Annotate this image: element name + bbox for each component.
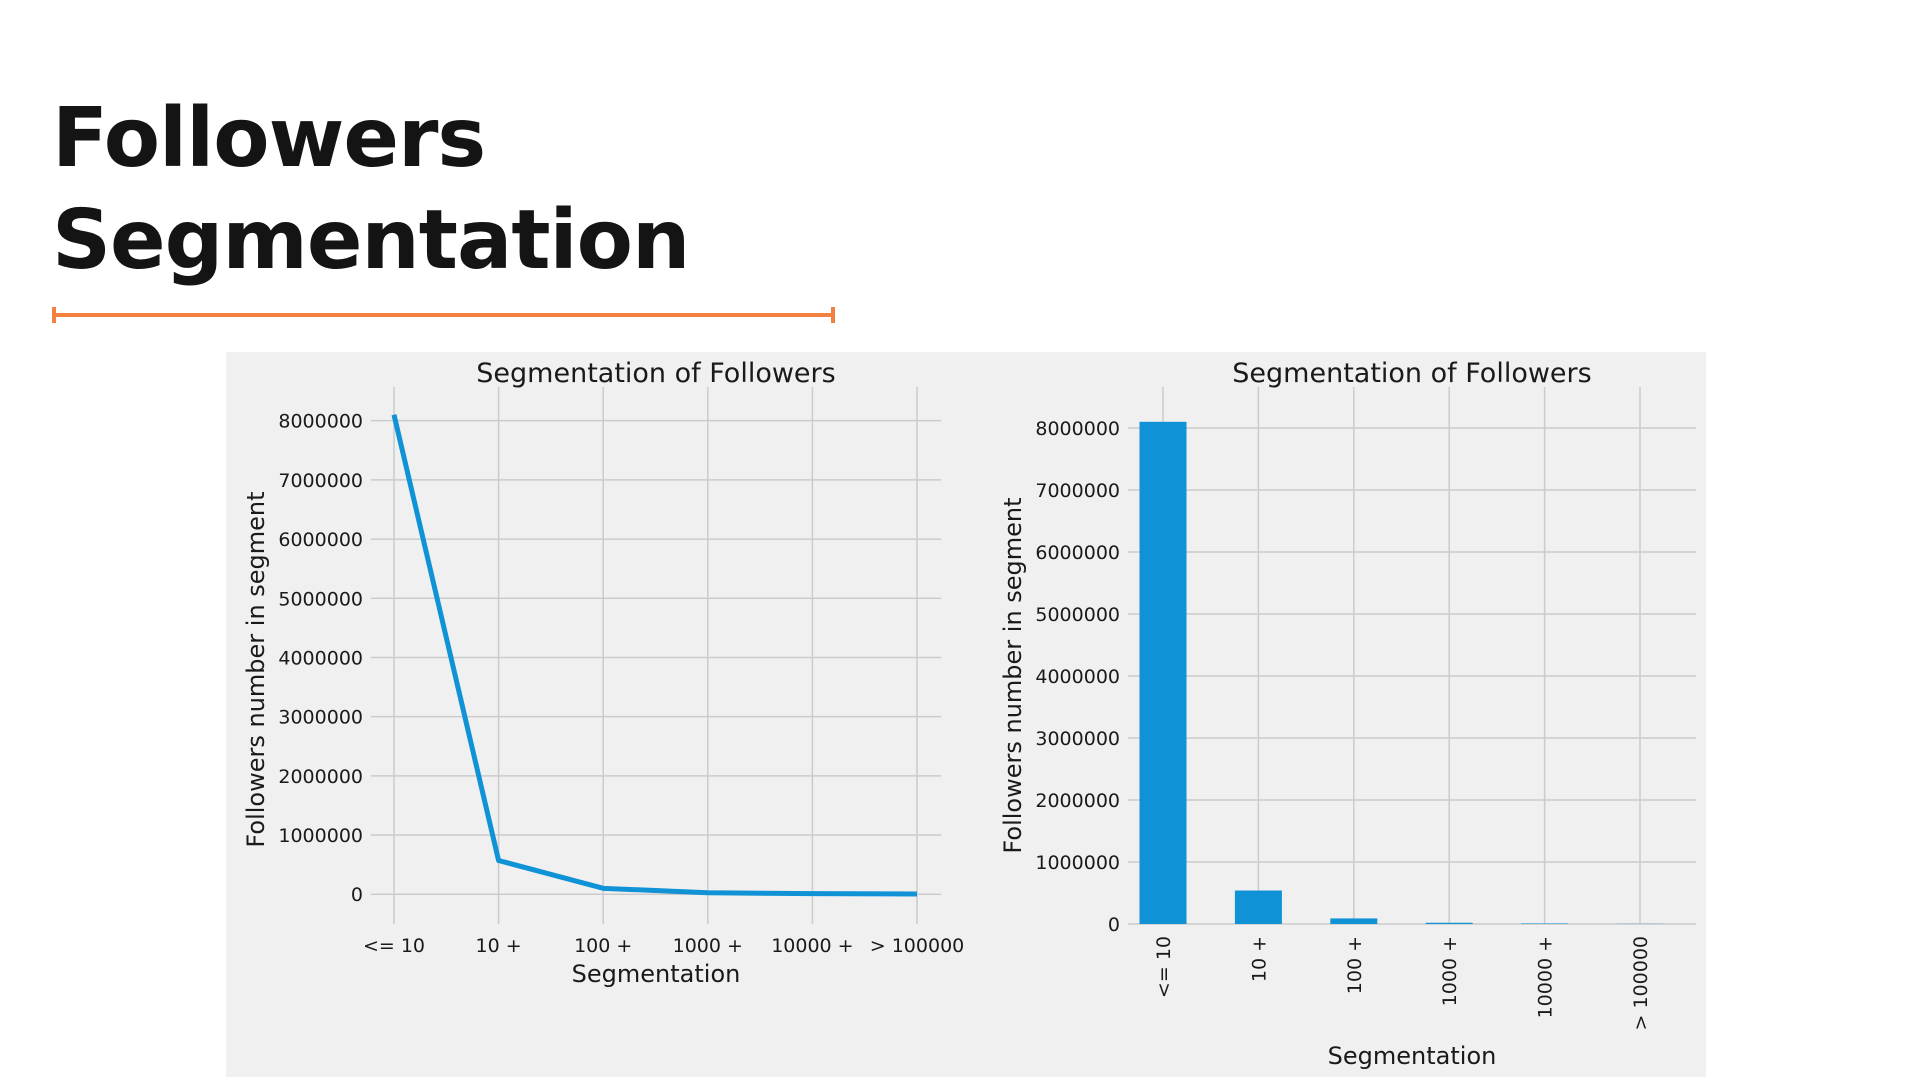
x-tick-label: > 100000 [870, 935, 965, 957]
x-axis-label: Segmentation [1328, 1042, 1497, 1070]
x-tick-label: 100 + [574, 935, 632, 957]
series-line [391, 414, 918, 897]
chart-title: Segmentation of Followers [476, 358, 835, 389]
title-underline [52, 307, 835, 323]
y-axis-label: Followers number in segment [242, 491, 270, 847]
y-tick-label: 3000000 [1035, 728, 1120, 750]
slide-title-line1: Followers [52, 91, 486, 186]
x-tick-label: 10000 + [1535, 936, 1557, 1018]
y-tick-label: 4000000 [1035, 666, 1120, 688]
x-tick-label: 10 + [1248, 936, 1270, 982]
y-tick-label: 0 [1108, 914, 1120, 936]
y-tick-label: 5000000 [278, 588, 363, 610]
y-tick-label: 3000000 [278, 707, 363, 729]
y-tick-label: 1000000 [278, 825, 363, 847]
y-tick-label: 2000000 [278, 766, 363, 788]
slide-title: Followers Segmentation [52, 88, 690, 292]
chart-figure: Segmentation of Followers 0 1000000 2000000… [226, 352, 1706, 1077]
x-axis-label: Segmentation [572, 960, 741, 988]
x-tick-label: > 100000 [1630, 936, 1652, 1031]
y-tick-label: 6000000 [278, 529, 363, 551]
x-tick-label: <= 10 [363, 935, 425, 957]
x-tick-label: 1000 + [1439, 936, 1461, 1006]
y-tick-label: 6000000 [1035, 542, 1120, 564]
y-tick-label: 8000000 [278, 411, 363, 433]
x-tick-label: 1000 + [673, 935, 743, 957]
x-tick-label: 100 + [1344, 936, 1366, 994]
slide-title-line2: Segmentation [52, 193, 690, 288]
x-tick-label: 10 + [476, 935, 522, 957]
y-tick-label: 5000000 [1035, 604, 1120, 626]
y-tick-label: 4000000 [278, 647, 363, 669]
y-axis-label: Followers number in segment [999, 497, 1027, 853]
chart-title: Segmentation of Followers [1232, 358, 1591, 389]
y-tick-label: 1000000 [1035, 852, 1120, 874]
bar [1330, 918, 1378, 924]
bar [1139, 421, 1187, 924]
y-tick-label: 8000000 [1035, 418, 1120, 440]
bar [1234, 890, 1282, 924]
x-tick-label: 10000 + [771, 935, 853, 957]
x-tick-label: <= 10 [1153, 936, 1175, 998]
charts-svg: Segmentation of Followers 0 1000000 2000000… [242, 358, 1696, 1070]
y-tick-label: 0 [351, 884, 363, 906]
y-tick-label: 7000000 [278, 470, 363, 492]
y-tick-label: 2000000 [1035, 790, 1120, 812]
y-tick-label: 7000000 [1035, 480, 1120, 502]
bar [1425, 922, 1473, 924]
